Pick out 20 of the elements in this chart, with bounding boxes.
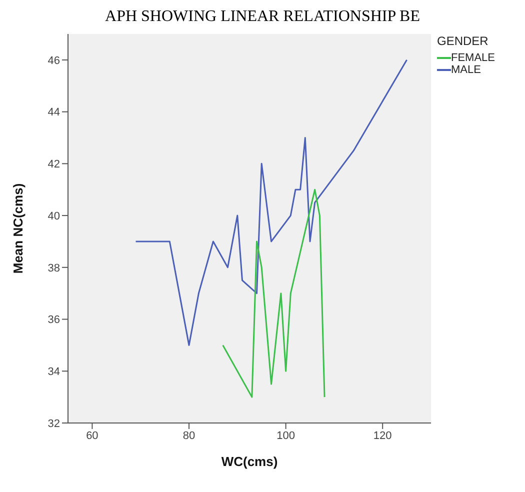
y-tick-label: 44 <box>48 106 60 119</box>
x-tick-label: 60 <box>86 430 98 442</box>
x-tick-label: 120 <box>373 430 392 442</box>
legend-title: GENDER <box>437 34 490 48</box>
chart-title: APH SHOWING LINEAR RELATIONSHIP BE <box>104 8 421 27</box>
y-tick-label: 36 <box>48 314 60 326</box>
y-tick-label: 46 <box>48 54 60 67</box>
x-tick-label: 100 <box>276 430 295 442</box>
y-tick-label: 34 <box>48 366 60 378</box>
line-series <box>135 59 408 346</box>
legend-label: FEMALE <box>451 52 496 64</box>
x-axis-title: WC(cms) <box>221 454 278 469</box>
y-tick-label: 40 <box>48 210 60 222</box>
y-tick-label: 32 <box>48 418 60 430</box>
line-series <box>222 188 326 398</box>
x-tick-label: 80 <box>182 430 196 442</box>
y-tick-label: 42 <box>48 158 60 171</box>
y-axis-title: Mean NC(cms) <box>10 183 26 274</box>
y-tick-label: 38 <box>48 262 60 274</box>
legend-label: MALE <box>451 64 481 76</box>
